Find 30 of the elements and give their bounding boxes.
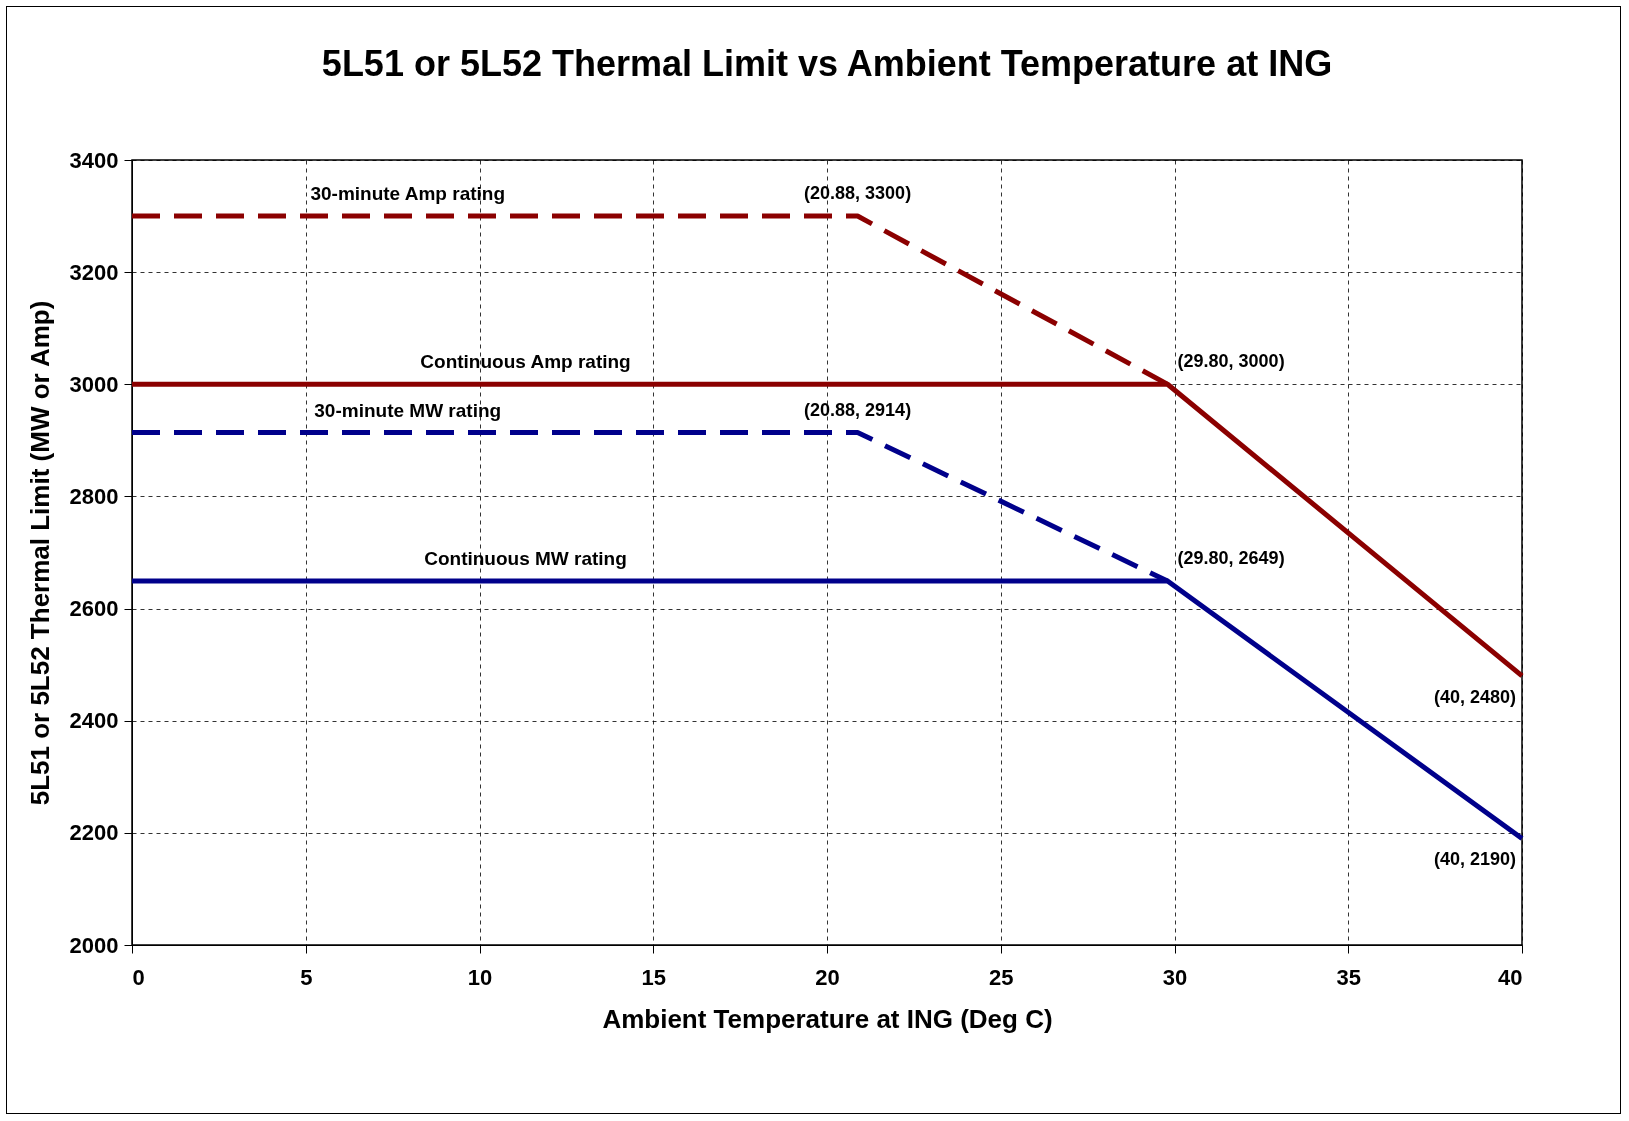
series-label: 30-minute Amp rating [310, 183, 506, 205]
y-tick-label: 2400 [69, 708, 119, 734]
x-tick-label: 5 [300, 964, 313, 990]
x-tick-label: 30 [1162, 964, 1188, 990]
y-tick-label: 3000 [69, 371, 119, 397]
annotation: (29.80, 2649) [1177, 548, 1285, 569]
annotation: (20.88, 2914) [804, 399, 912, 420]
chart-title: 5L51 or 5L52 Thermal Limit vs Ambient Temperature at ING [321, 43, 1333, 84]
series-label: Continuous Amp rating [420, 351, 631, 373]
y-axis-title: 5L51 or 5L52 Thermal Limit (MW or Amp) [24, 300, 55, 806]
annotation: (20.88, 3300) [804, 183, 912, 204]
series-label: Continuous MW rating [424, 548, 627, 570]
y-tick-label: 2600 [69, 596, 119, 622]
y-tick-label: 2800 [69, 483, 119, 509]
x-tick-label: 35 [1336, 964, 1361, 990]
x-tick-label: 25 [989, 964, 1014, 990]
x-tick-label: 0 [132, 964, 145, 990]
y-tick-label: 2200 [69, 820, 119, 846]
y-tick-label: 3200 [69, 259, 119, 285]
x-tick-label: 20 [815, 964, 840, 990]
x-tick-label: 10 [467, 964, 493, 990]
annotation: (29.80, 3000) [1177, 351, 1285, 372]
annotation: (40, 2480) [1433, 686, 1516, 707]
x-tick-label: 40 [1498, 964, 1523, 990]
series-label: 30-minute MW rating [314, 399, 502, 421]
y-tick-label: 3400 [69, 147, 119, 173]
y-tick-label: 2000 [69, 932, 119, 958]
annotation: (40, 2190) [1433, 849, 1516, 870]
x-axis-title: Ambient Temperature at ING (Deg C) [602, 1003, 1053, 1034]
x-tick-label: 15 [641, 964, 666, 990]
